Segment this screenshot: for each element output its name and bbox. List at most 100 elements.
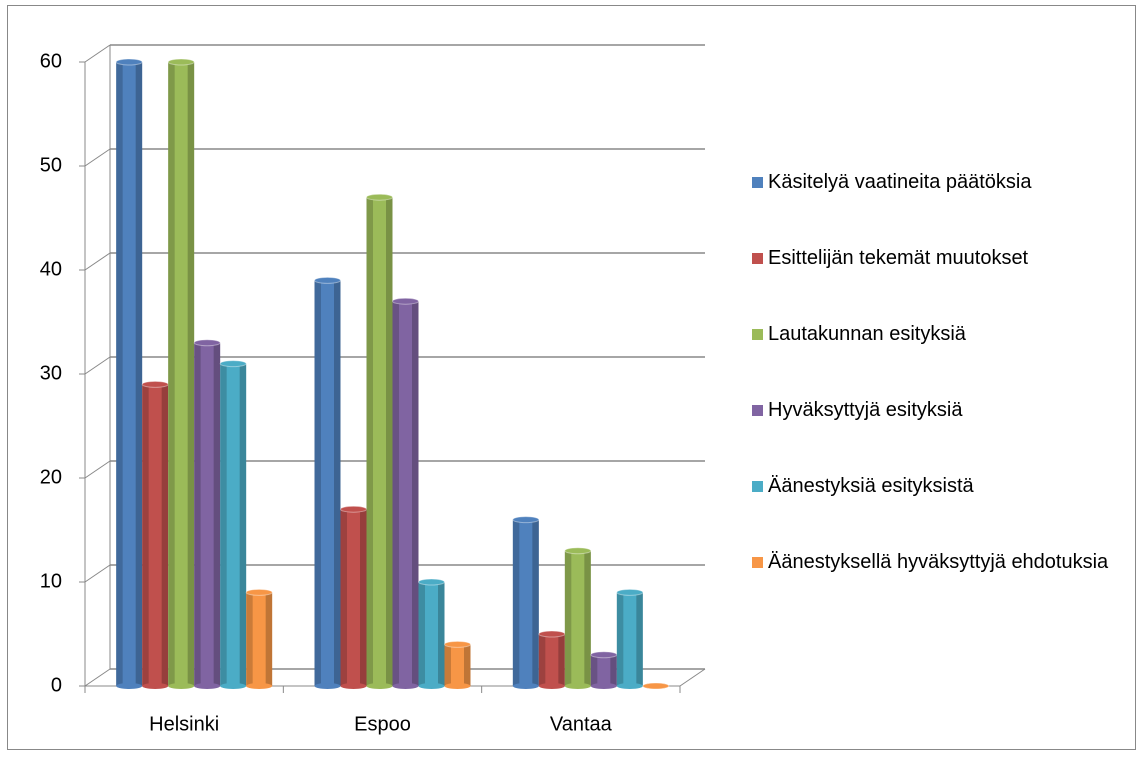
bar-shade [246, 592, 253, 686]
bar [245, 588, 273, 689]
bar-cap [538, 630, 566, 638]
bar-body [340, 509, 367, 686]
bar-cap [245, 588, 273, 596]
bar-shade [142, 384, 149, 686]
bar [590, 651, 618, 689]
bar-body [444, 644, 471, 686]
bar-bottom [314, 683, 341, 689]
bar-shade [412, 301, 419, 686]
bar-cap [564, 547, 592, 555]
bar-bottom [392, 683, 419, 689]
y-tick-label: 0 [51, 674, 62, 696]
legend-item: Äänestyksiä esityksistä [752, 472, 974, 501]
bar-shade [558, 634, 565, 686]
legend-item: Lautakunnan esityksiä [752, 320, 966, 349]
x-tick-label: Espoo [354, 713, 411, 735]
bar [538, 630, 566, 689]
bar-cap [642, 682, 670, 690]
legend-label: Äänestyksellä hyväksyttyjä ehdotuksia [768, 551, 1109, 573]
bar-shade [213, 342, 221, 686]
bar-shade [187, 62, 195, 686]
bar-body [168, 62, 195, 686]
bar [392, 297, 419, 689]
legend-item: Käsitelyä vaatineita päätöksia [752, 168, 1032, 197]
bar-shade [392, 301, 399, 686]
legend-label: Äänestyksiä esityksistä [768, 475, 974, 497]
bar-shade [610, 654, 617, 686]
bar-body [418, 582, 445, 686]
bar-body [142, 384, 169, 686]
grid-line [84, 356, 111, 375]
bar [115, 58, 143, 689]
bar [167, 58, 195, 689]
bar-body [616, 592, 643, 686]
bar-bottom [168, 683, 195, 689]
bar-body [314, 280, 341, 686]
grid-line [84, 148, 111, 167]
bar-shade [265, 592, 273, 686]
legend-swatch [752, 557, 763, 568]
bar-shade [194, 342, 201, 686]
bar-cap [314, 276, 341, 284]
x-tick-label: Vantaa [550, 713, 613, 735]
bar-body [590, 654, 617, 686]
bar-shade [360, 509, 367, 686]
bar-cap [167, 58, 195, 66]
bar-shade [512, 519, 520, 686]
bar-bottom [246, 683, 273, 689]
x-tick-label: Helsinki [149, 713, 219, 735]
y-tick-label: 30 [40, 362, 62, 384]
bar-cap [141, 380, 169, 388]
bar-bottom [590, 683, 617, 689]
bar [193, 339, 221, 689]
grid-line [84, 460, 111, 479]
bar-body [564, 550, 591, 686]
bar [616, 588, 644, 689]
bar-body [392, 301, 419, 686]
legend-item: Esittelijän tekemät muutokset [752, 244, 1028, 273]
bar-bottom [564, 683, 591, 689]
bar-body [512, 519, 539, 686]
bar-cap [366, 193, 393, 201]
bar-shade [532, 519, 539, 686]
y-tick-label: 50 [40, 154, 62, 176]
bar-cap [392, 297, 419, 305]
bar [141, 380, 169, 689]
bar-shade [340, 509, 347, 686]
bar [564, 547, 592, 689]
y-tick-label: 40 [40, 258, 62, 280]
y-tick-label: 10 [40, 570, 62, 592]
bar-cap [444, 640, 471, 648]
bar-body [538, 634, 565, 686]
bar-shade [438, 582, 445, 686]
legend-swatch [752, 253, 763, 264]
bar [219, 360, 247, 689]
bar [642, 682, 670, 690]
bar-body [220, 363, 247, 686]
bar-shade [334, 280, 341, 686]
bar-bottom [116, 683, 143, 689]
bar-shade [564, 550, 572, 686]
bar-bottom [616, 683, 643, 689]
bar [314, 276, 341, 689]
bar-bottom [444, 683, 471, 689]
bar-shade [616, 592, 624, 686]
legend-item: Hyväksyttyjä esityksiä [752, 396, 963, 425]
bar-cap [418, 578, 445, 586]
grid-line [84, 44, 111, 63]
bar-shade [464, 644, 471, 686]
grid-line [84, 668, 111, 687]
bar-bottom [340, 683, 367, 689]
bar [366, 193, 393, 689]
bar-bottom [366, 683, 393, 689]
bar-shade [116, 62, 123, 686]
bar-cap [512, 516, 540, 524]
bar-body [366, 197, 393, 686]
bar-bottom [512, 683, 539, 689]
bar-bottom [142, 683, 169, 689]
bar-cap [193, 339, 221, 347]
legend-swatch [752, 177, 763, 188]
bar-bottom [194, 683, 221, 689]
